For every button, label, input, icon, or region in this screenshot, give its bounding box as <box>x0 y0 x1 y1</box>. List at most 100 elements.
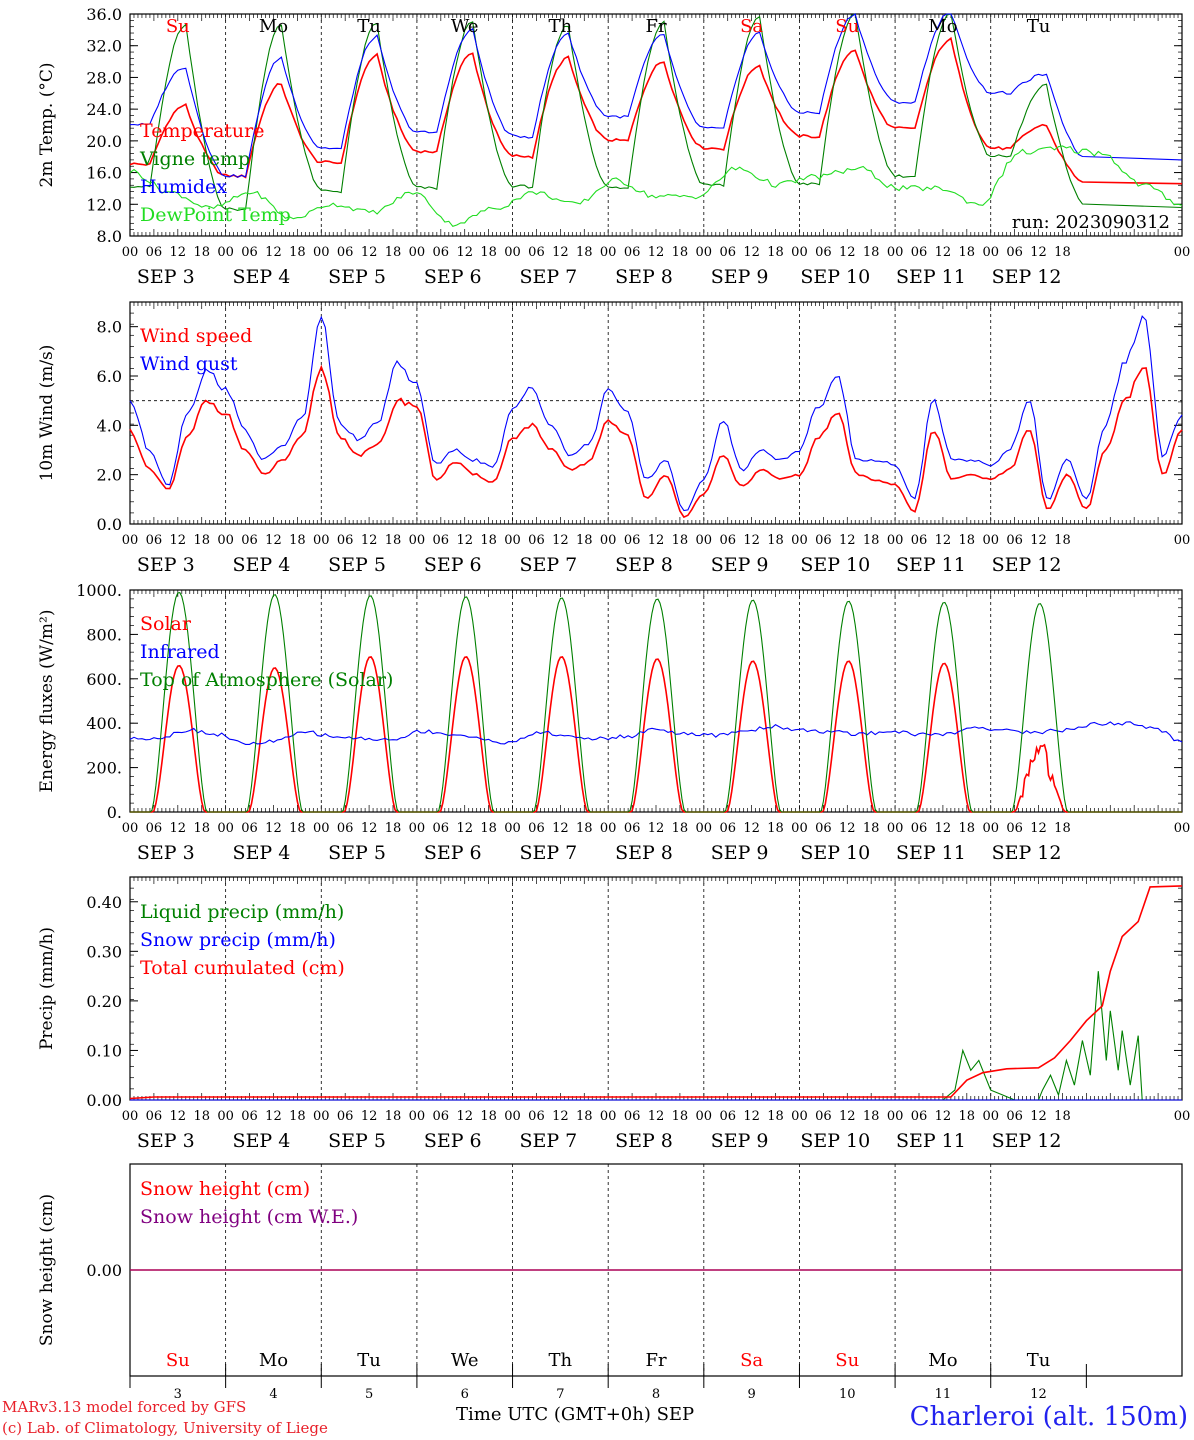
hour-tick-label: 00 <box>696 533 713 548</box>
hour-tick-label: 00 <box>122 245 139 260</box>
hour-tick-label: 12 <box>170 245 187 260</box>
date-label: SEP 7 <box>519 842 577 864</box>
y-tick-label: 0.00 <box>86 1261 122 1280</box>
hour-tick-label: 18 <box>193 533 210 548</box>
hour-tick-label: 00 <box>982 1109 999 1124</box>
weekday-label: Fr <box>645 16 666 37</box>
hour-tick-label: 12 <box>361 533 378 548</box>
hour-tick-label: 00 <box>217 821 234 836</box>
date-label: SEP 8 <box>615 842 673 864</box>
hour-tick-label: 18 <box>289 821 306 836</box>
hour-tick-label: 18 <box>959 821 976 836</box>
weekday-label: Su <box>166 16 190 37</box>
weekday-label: Mo <box>928 16 957 37</box>
hour-tick-label: 06 <box>624 533 641 548</box>
y-tick-label: 4.0 <box>97 416 122 435</box>
hour-tick-label: 12 <box>361 245 378 260</box>
hour-tick-label: 00 <box>313 821 330 836</box>
hour-tick-label: 06 <box>433 533 450 548</box>
hour-tick-label: 00 <box>313 245 330 260</box>
hour-tick-label: 06 <box>337 821 354 836</box>
hour-tick-label: 06 <box>337 1109 354 1124</box>
hour-tick-label: 06 <box>815 245 832 260</box>
legend-entry: Wind gust <box>140 353 238 375</box>
hour-tick-label: 06 <box>146 533 163 548</box>
hour-tick-label: 12 <box>1030 1109 1047 1124</box>
weekday-label: Tu <box>1027 1350 1051 1371</box>
date-label: SEP 6 <box>424 266 482 288</box>
hour-tick-label: 18 <box>480 533 497 548</box>
hour-tick-label: 06 <box>146 245 163 260</box>
date-label: SEP 11 <box>896 266 966 288</box>
weekday-label: We <box>451 16 479 37</box>
date-label: SEP 6 <box>424 1130 482 1152</box>
hour-tick-label: 00 <box>982 533 999 548</box>
hour-tick-label: 12 <box>552 533 569 548</box>
y-tick-label: 0.30 <box>86 942 122 961</box>
date-label: SEP 8 <box>615 1130 673 1152</box>
hour-tick-label: 00 <box>1174 821 1191 836</box>
hour-tick-label: 18 <box>672 821 689 836</box>
y-tick-label: 8.0 <box>97 227 122 246</box>
hour-tick-label: 06 <box>719 245 736 260</box>
hour-tick-label: 12 <box>265 245 282 260</box>
hour-tick-label: 06 <box>911 533 928 548</box>
hour-tick-label: 12 <box>361 1109 378 1124</box>
hour-tick-label: 12 <box>839 1109 856 1124</box>
hour-tick-label: 00 <box>504 821 521 836</box>
date-label: SEP 9 <box>711 842 769 864</box>
y-tick-label: 28.0 <box>86 68 122 87</box>
date-label: SEP 4 <box>233 266 291 288</box>
y-tick-label: 0.40 <box>86 893 122 912</box>
hour-tick-label: 00 <box>1174 533 1191 548</box>
legend-entry: DewPoint Temp <box>140 204 291 226</box>
weekday-label: Fr <box>645 1350 666 1371</box>
hour-tick-label: 18 <box>193 245 210 260</box>
hour-tick-label: 12 <box>935 245 952 260</box>
hour-tick-label: 00 <box>1174 1109 1191 1124</box>
hour-tick-label: 18 <box>1054 821 1071 836</box>
date-label: SEP 3 <box>137 1130 195 1152</box>
date-label: SEP 4 <box>233 554 291 576</box>
hour-tick-label: 12 <box>170 533 187 548</box>
hour-tick-label: 00 <box>791 821 808 836</box>
date-label: SEP 10 <box>800 842 870 864</box>
hour-tick-label: 06 <box>911 821 928 836</box>
day-number-label: 4 <box>269 1387 277 1402</box>
hour-tick-label: 18 <box>672 533 689 548</box>
day-number-label: 3 <box>174 1387 182 1402</box>
hour-tick-label: 18 <box>863 533 880 548</box>
hour-tick-label: 12 <box>743 821 760 836</box>
hour-tick-label: 12 <box>743 245 760 260</box>
weekday-label: We <box>451 1350 479 1371</box>
hour-tick-label: 00 <box>217 1109 234 1124</box>
hour-tick-label: 06 <box>146 821 163 836</box>
weekday-label: Mo <box>928 1350 957 1371</box>
hour-tick-label: 00 <box>600 1109 617 1124</box>
date-label: SEP 11 <box>896 554 966 576</box>
date-label: SEP 3 <box>137 266 195 288</box>
hour-tick-label: 06 <box>719 1109 736 1124</box>
hour-tick-label: 06 <box>241 533 258 548</box>
hour-tick-label: 12 <box>170 821 187 836</box>
y-tick-label: 0.0 <box>97 515 122 534</box>
hour-tick-label: 18 <box>863 245 880 260</box>
legend-entry: Snow height (cm) <box>140 1178 310 1200</box>
hour-tick-label: 06 <box>1006 821 1023 836</box>
date-label: SEP 8 <box>615 266 673 288</box>
hour-tick-label: 06 <box>241 821 258 836</box>
hour-tick-label: 00 <box>696 1109 713 1124</box>
date-label: SEP 8 <box>615 554 673 576</box>
series-line <box>129 721 1183 745</box>
hour-tick-label: 06 <box>241 245 258 260</box>
hour-tick-label: 00 <box>887 245 904 260</box>
hour-tick-label: 18 <box>863 821 880 836</box>
hour-tick-label: 18 <box>385 533 402 548</box>
y-tick-label: 6.0 <box>97 367 122 386</box>
weekday-label: Mo <box>259 16 288 37</box>
day-number-label: 10 <box>839 1387 856 1402</box>
date-label: SEP 11 <box>896 1130 966 1152</box>
y-tick-label: 36.0 <box>86 5 122 24</box>
date-label: SEP 10 <box>800 266 870 288</box>
